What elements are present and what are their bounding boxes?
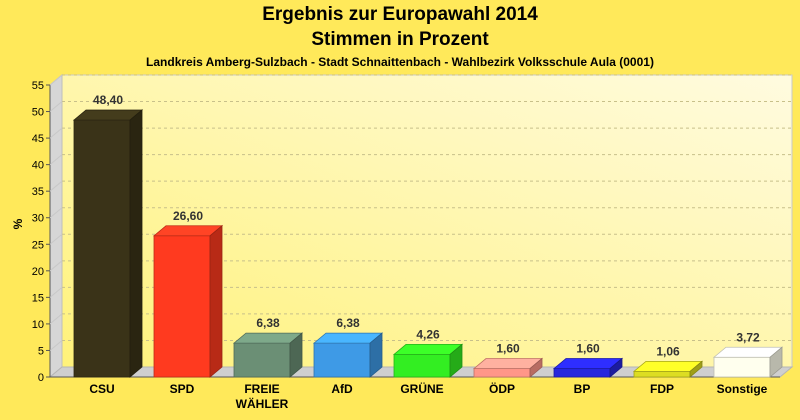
gridline-side — [49, 101, 63, 112]
bar-side — [529, 357, 543, 378]
bar — [552, 357, 624, 378]
data-label: 1,06 — [656, 344, 680, 358]
gridline-side — [49, 180, 63, 192]
y-tick-label: 35 — [32, 186, 44, 198]
data-label: 3,72 — [736, 330, 760, 344]
y-tick-label: 10 — [32, 319, 44, 331]
bar-front — [633, 370, 691, 378]
bar-side — [209, 224, 223, 378]
data-label: 6,38 — [256, 316, 280, 330]
x-tick-label: FREIE — [244, 382, 279, 396]
gridline-side — [49, 260, 63, 272]
y-tick-label: 50 — [32, 107, 44, 119]
bar-side — [449, 343, 463, 378]
gridline-side — [49, 154, 63, 166]
gridline-side — [49, 340, 63, 351]
bar-front — [393, 353, 451, 378]
y-tick-label: 20 — [32, 266, 44, 278]
bar-front — [313, 342, 371, 378]
y-tick-label: 30 — [32, 213, 44, 225]
y-tick-label: 40 — [32, 160, 44, 172]
x-tick-label: SPD — [170, 382, 195, 396]
bar — [72, 109, 144, 378]
x-tick-label: WÄHLER — [236, 396, 289, 411]
bar — [392, 343, 464, 378]
y-tick-label: 25 — [32, 239, 44, 251]
bar-side — [769, 346, 783, 378]
gridline-side — [49, 127, 63, 139]
gridline-side — [49, 233, 63, 245]
data-label: 48,40 — [93, 93, 123, 107]
chart-subtitle: Stimmen in Prozent — [311, 29, 489, 50]
data-label: 26,60 — [173, 209, 203, 223]
bar — [472, 357, 544, 378]
bar — [712, 346, 784, 378]
bar — [152, 224, 224, 378]
y-tick-label: 5 — [38, 345, 44, 357]
bar — [312, 332, 384, 378]
bar-side — [129, 109, 143, 378]
bar-side — [369, 332, 383, 378]
y-tick-label: 45 — [32, 133, 44, 145]
bar-front — [553, 368, 611, 378]
data-label: 1,60 — [496, 342, 520, 356]
x-tick-label: CSU — [89, 382, 114, 396]
x-tick-label: GRÜNE — [400, 381, 443, 396]
bar-front — [713, 356, 771, 378]
bar-side — [609, 357, 623, 378]
y-tick-label: 0 — [38, 372, 44, 384]
y-tick-label: 55 — [32, 80, 44, 92]
bar-side — [289, 332, 303, 378]
bar-side — [689, 360, 703, 378]
gridline-side — [49, 286, 63, 298]
x-tick-label: BP — [574, 382, 591, 396]
gridline-side — [49, 74, 63, 86]
x-tick-label: AfD — [331, 382, 353, 396]
data-label: 4,26 — [416, 327, 440, 341]
chart-caption: Landkreis Amberg-Sulzbach - Stadt Schnai… — [146, 55, 654, 69]
bar — [632, 360, 704, 378]
bar — [232, 332, 304, 378]
y-tick-label: 15 — [32, 292, 44, 304]
chart-title: Ergebnis zur Europawahl 2014 — [262, 4, 538, 25]
x-tick-label: ÖDP — [489, 381, 515, 396]
x-tick-label: FDP — [650, 382, 674, 396]
x-tick-label: Sonstige — [717, 382, 768, 396]
side-wall — [49, 73, 63, 379]
bar-front — [73, 119, 131, 378]
data-label: 6,38 — [336, 316, 360, 330]
gridline-side — [49, 207, 63, 219]
bar-front — [153, 235, 211, 378]
bar-front — [473, 368, 531, 378]
bar-front — [233, 342, 291, 378]
gridline-side — [49, 313, 63, 325]
y-axis-label: % — [11, 218, 25, 229]
data-label: 1,60 — [576, 342, 600, 356]
